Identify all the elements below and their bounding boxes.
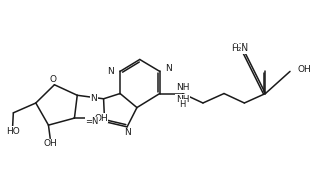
Text: =N: =N [85, 117, 98, 126]
Text: OH: OH [43, 139, 57, 148]
Text: OH: OH [94, 114, 108, 123]
Text: HO: HO [6, 127, 20, 136]
Text: N: N [90, 94, 97, 103]
Text: NH: NH [176, 83, 189, 92]
Text: N: N [124, 128, 131, 137]
Text: N: N [107, 67, 114, 76]
Text: H₂N: H₂N [232, 44, 249, 53]
Text: IHN: IHN [232, 43, 248, 52]
Text: N: N [165, 64, 172, 73]
Text: OH: OH [297, 65, 311, 74]
Text: O: O [49, 75, 56, 84]
Text: H: H [179, 99, 186, 108]
Text: NH: NH [176, 95, 189, 104]
